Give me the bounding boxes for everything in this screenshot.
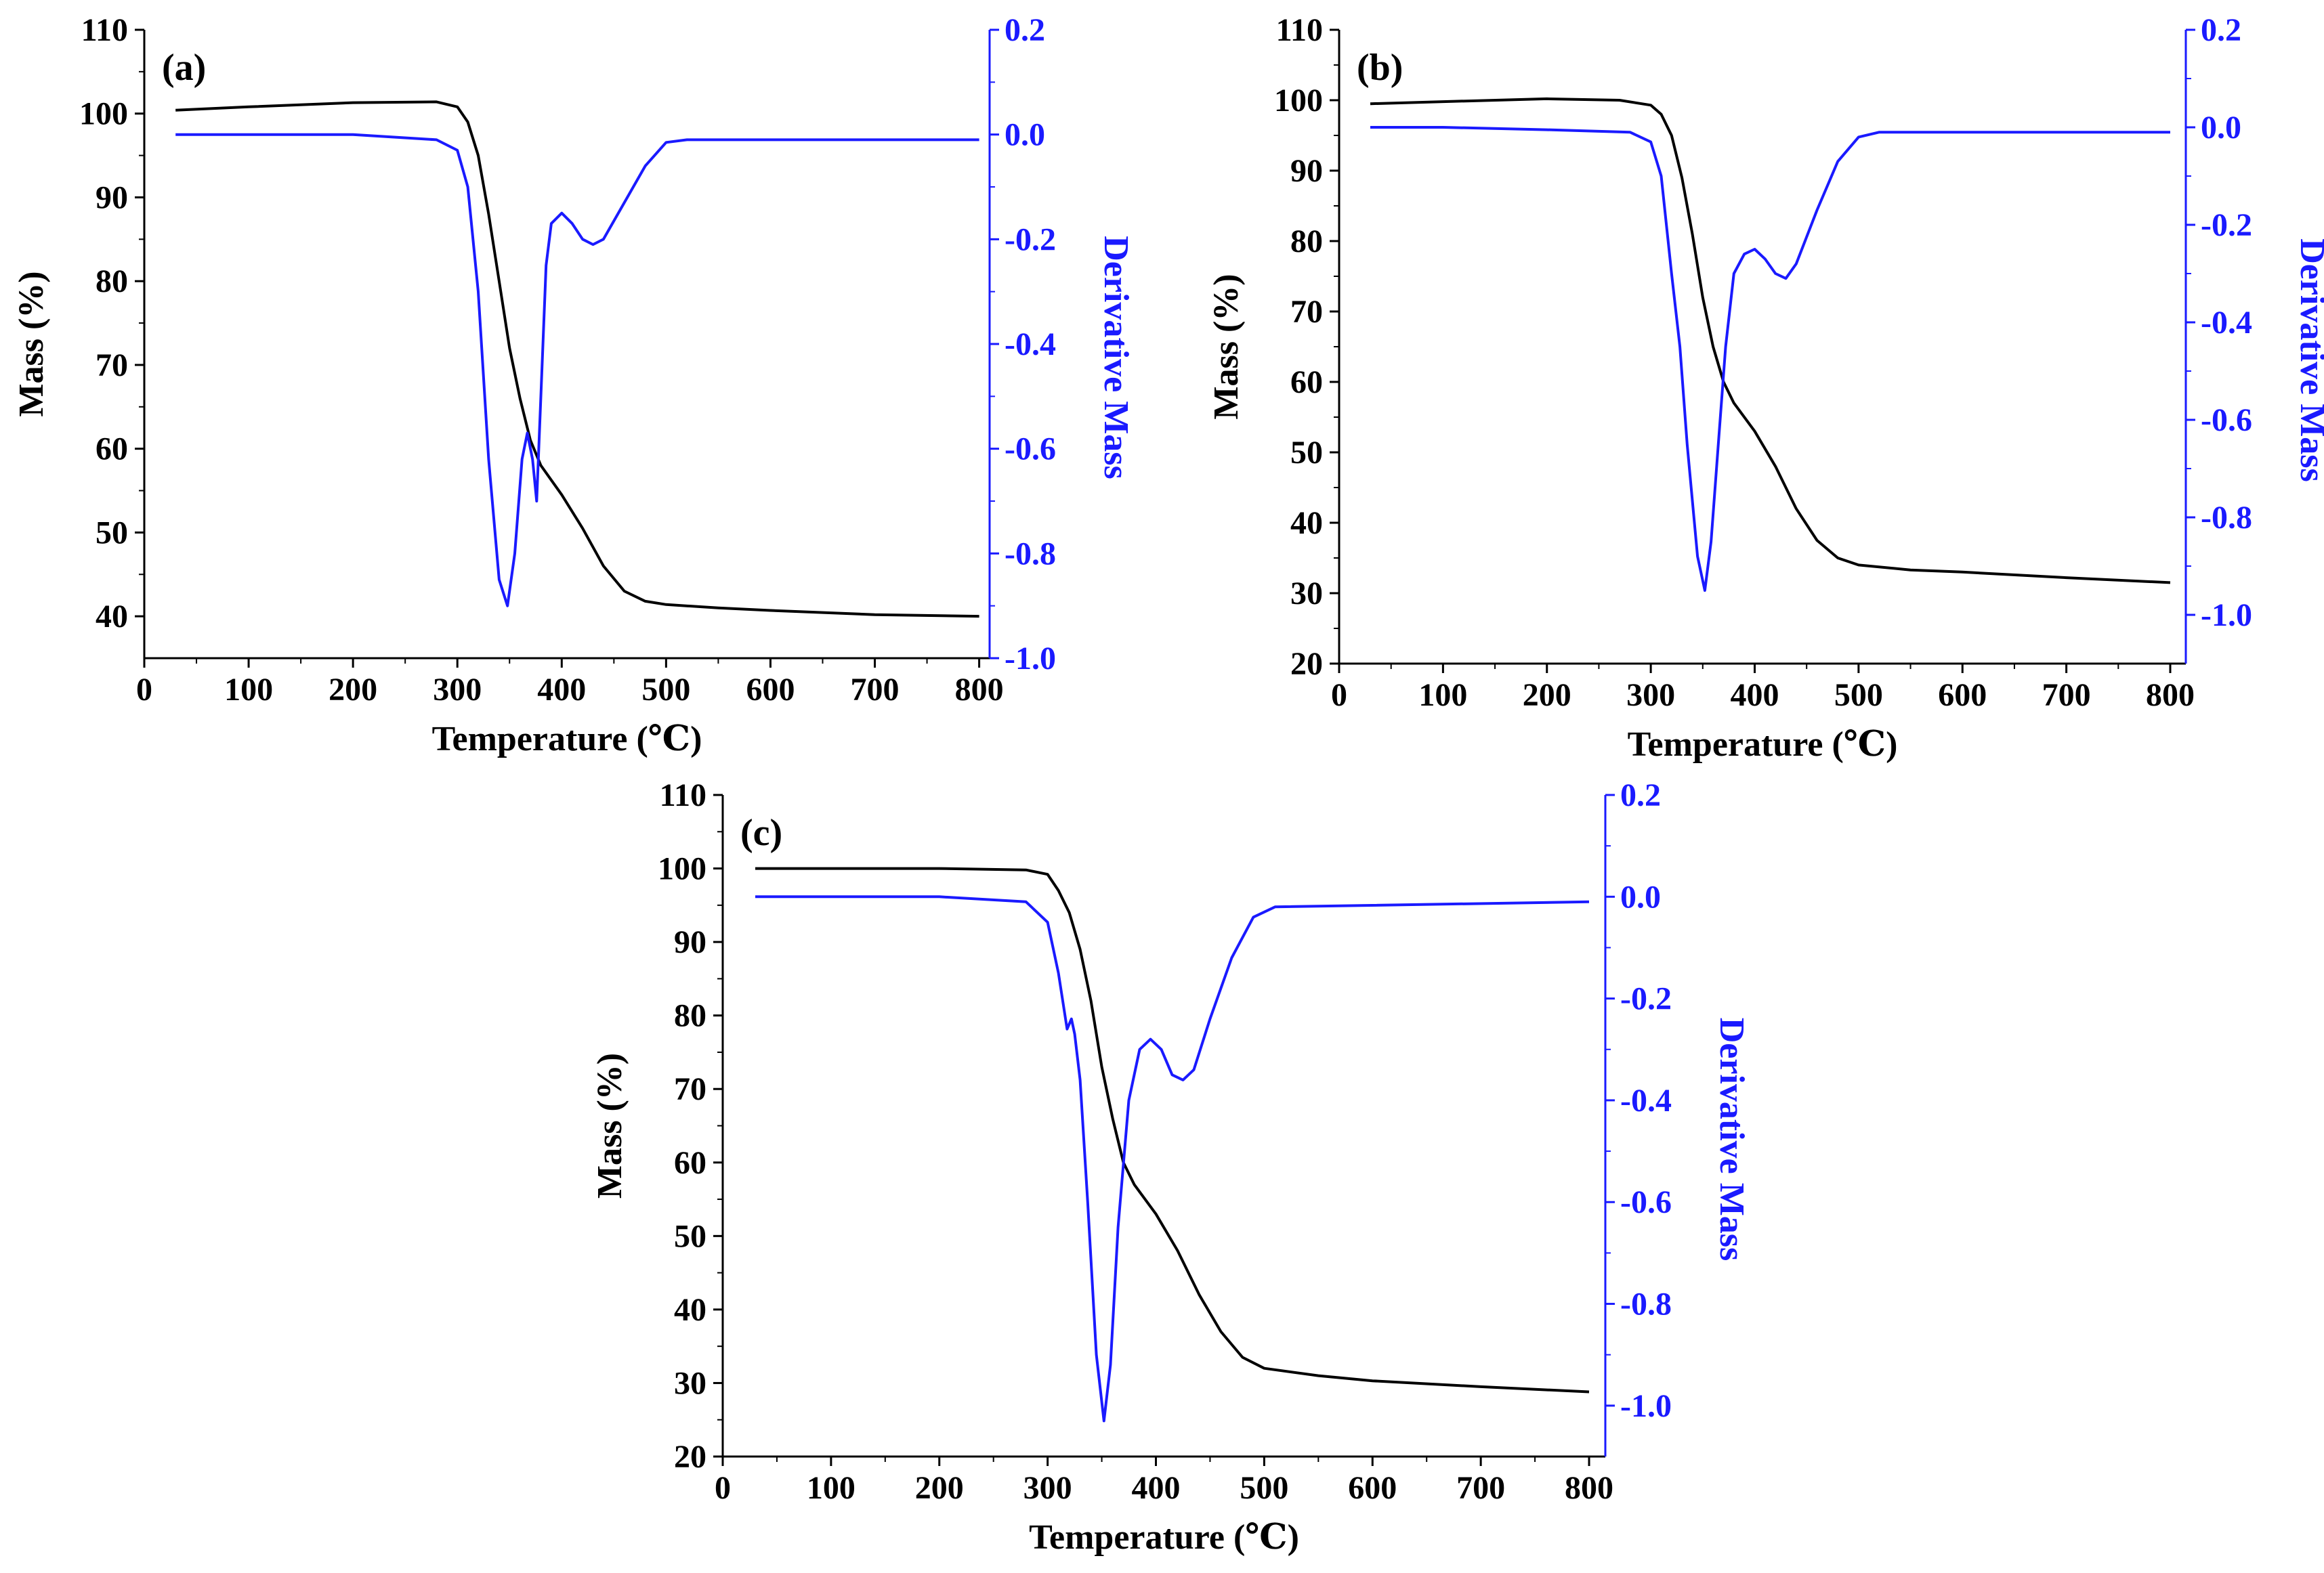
y-left-tick-label: 70 [674,1071,706,1107]
y-right-tick-label: -0.6 [1005,431,1056,467]
y-left-tick-label: 80 [96,263,128,299]
derivative-series-line [175,133,979,607]
y-left-tick-label: 50 [96,515,128,551]
y-right-tick-label: 0.0 [2201,110,2241,146]
x-tick-label: 0 [715,1470,731,1506]
x-tick-label: 300 [433,672,482,708]
y-right-tick-label: -0.8 [2201,500,2252,536]
y-right-tick-label: -1.0 [2201,597,2252,633]
y-right-tick-label: -0.4 [1620,1083,1672,1119]
y-right-tick-label: -0.4 [1005,326,1056,362]
y-left-tick-label: 90 [1290,153,1323,189]
y-left-axis-title: Mass (%) [591,1053,629,1199]
y-left-axis-title: Mass (%) [12,271,51,416]
y-left-tick-label: 90 [674,924,706,960]
derivative-series-line [755,895,1590,1423]
y-left-tick-label: 20 [674,1439,706,1475]
x-tick-label: 200 [915,1470,964,1506]
x-tick-label: 800 [2146,677,2195,713]
x-tick-label: 500 [1834,677,1883,713]
x-tick-label: 100 [224,672,273,708]
y-left-tick-label: 110 [1276,12,1323,48]
x-tick-label: 300 [1023,1470,1072,1506]
x-tick-label: 100 [807,1470,855,1506]
x-axis-title: Temperature (℃) [432,720,702,758]
y-left-tick-label: 30 [674,1365,706,1401]
panel-b: 0 100 200 300 400 500 600 700 800 20 30 40 50 60 70 80 9… [1207,12,2324,764]
y-left-tick-label: 70 [96,347,128,383]
y-left-tick-label: 100 [1274,83,1323,118]
y-right-axis-title: Derivative Mass [2293,238,2324,482]
y-right-tick-label: 0.0 [1005,117,1045,153]
y-right-tick-label: 0.0 [1620,879,1661,915]
x-tick-label: 400 [1132,1470,1181,1506]
y-right-tick-label: -1.0 [1620,1388,1672,1424]
x-tick-label: 400 [1730,677,1779,713]
y-right-tick-label: -0.4 [2201,305,2252,341]
panel-a: 0 100 200 300 400 500 600 700 800 40 50 60 70 80 90 100… [12,12,1135,758]
derivative-series-line [1370,126,2170,592]
panel-label: (c) [740,812,782,854]
mass-series-line [1370,97,2171,584]
y-right-axis-title: Derivative Mass [1097,236,1135,479]
y-left-tick-label: 90 [96,179,128,215]
x-tick-label: 700 [2042,677,2091,713]
y-left-tick-label: 110 [81,12,128,48]
x-tick-label: 700 [1456,1470,1505,1506]
x-tick-label: 600 [1348,1470,1397,1506]
y-right-tick-label: -0.2 [2201,207,2252,243]
x-tick-label: 600 [746,672,795,708]
x-tick-label: 600 [1938,677,1987,713]
y-right-tick-label: -0.8 [1005,536,1056,572]
y-right-tick-label: 0.2 [1620,777,1661,813]
y-left-tick-label: 40 [1290,505,1323,541]
x-tick-label: 0 [1331,677,1347,713]
y-left-tick-label: 50 [1290,435,1323,471]
y-left-tick-label: 60 [1290,364,1323,400]
y-left-axis-title: Mass (%) [1207,274,1246,419]
y-right-tick-label: -0.8 [1620,1287,1672,1322]
x-tick-label: 100 [1418,677,1467,713]
x-tick-label: 0 [136,672,152,708]
y-left-tick-label: 110 [660,777,706,813]
mass-series-line [175,100,979,618]
y-right-axis-title: Derivative Mass [1712,1018,1751,1262]
y-right-tick-label: -0.2 [1005,221,1056,257]
y-left-tick-label: 40 [96,599,128,634]
x-tick-label: 700 [851,672,900,708]
y-left-tick-label: 60 [96,431,128,467]
y-left-tick-label: 100 [658,851,706,887]
y-left-tick-label: 100 [79,96,128,132]
y-left-tick-label: 30 [1290,576,1323,611]
y-right-tick-label: -0.6 [1620,1184,1672,1220]
x-tick-label: 800 [955,672,1004,708]
y-left-tick-label: 60 [674,1145,706,1181]
y-left-tick-label: 80 [1290,223,1323,259]
y-left-tick-label: 20 [1290,646,1323,682]
y-left-tick-label: 40 [674,1292,706,1328]
x-tick-label: 200 [1523,677,1571,713]
panel-label: (a) [162,47,206,89]
mass-series-line [755,867,1590,1394]
x-tick-label: 200 [329,672,377,708]
y-right-tick-label: -0.6 [2201,402,2252,438]
y-left-tick-label: 50 [674,1218,706,1254]
x-tick-label: 500 [641,672,690,708]
x-tick-label: 300 [1626,677,1675,713]
y-right-tick-label: -1.0 [1005,641,1056,676]
x-tick-label: 800 [1565,1470,1613,1506]
x-tick-label: 400 [537,672,586,708]
y-right-tick-label: 0.2 [1005,12,1045,48]
x-axis-title: Temperature (℃) [1029,1518,1299,1557]
y-right-tick-label: 0.2 [2201,12,2241,48]
panel-label: (b) [1357,47,1403,89]
y-left-tick-label: 70 [1290,294,1323,330]
panel-c: 0 100 200 300 400 500 600 700 800 20 30 40 50 60 70 80 9… [591,777,1751,1557]
y-left-tick-label: 80 [674,998,706,1034]
y-right-tick-label: -0.2 [1620,981,1672,1017]
x-axis-title: Temperature (℃) [1628,725,1898,764]
x-tick-label: 500 [1240,1470,1288,1506]
